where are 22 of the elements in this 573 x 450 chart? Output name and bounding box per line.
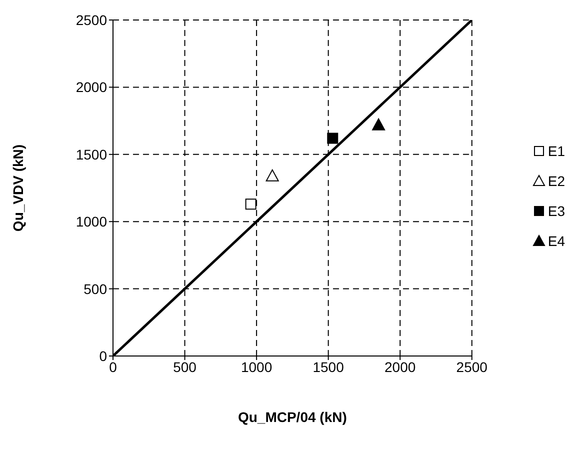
y-axis-title: Qu_VDV (kN) bbox=[10, 144, 26, 232]
legend-label: E2 bbox=[548, 173, 565, 189]
point bbox=[327, 132, 338, 144]
x-tick-label: 2500 bbox=[456, 358, 488, 375]
point bbox=[245, 198, 256, 210]
legend-label: E3 bbox=[548, 203, 565, 219]
y-tick-label: 2500 bbox=[76, 12, 108, 28]
legend-label: E4 bbox=[548, 233, 565, 249]
x-tick-label: 0 bbox=[109, 358, 118, 375]
legend-label: E1 bbox=[548, 143, 565, 159]
x-tick-label: 1000 bbox=[240, 358, 272, 375]
x-axis-title: Qu_MCP/04 (kN) bbox=[238, 409, 347, 425]
point bbox=[266, 169, 279, 182]
x-tick-label: 500 bbox=[173, 358, 197, 375]
x-tick-label: 2000 bbox=[384, 358, 416, 375]
y-tick-label: 2000 bbox=[76, 79, 108, 96]
y-tick-label: 1000 bbox=[76, 214, 108, 230]
point bbox=[372, 118, 386, 130]
x-tick-label: 1500 bbox=[312, 358, 344, 375]
y-tick-label: 500 bbox=[84, 280, 108, 297]
y-tick-label: 1500 bbox=[76, 146, 108, 162]
y-tick-label: 0 bbox=[99, 348, 108, 364]
